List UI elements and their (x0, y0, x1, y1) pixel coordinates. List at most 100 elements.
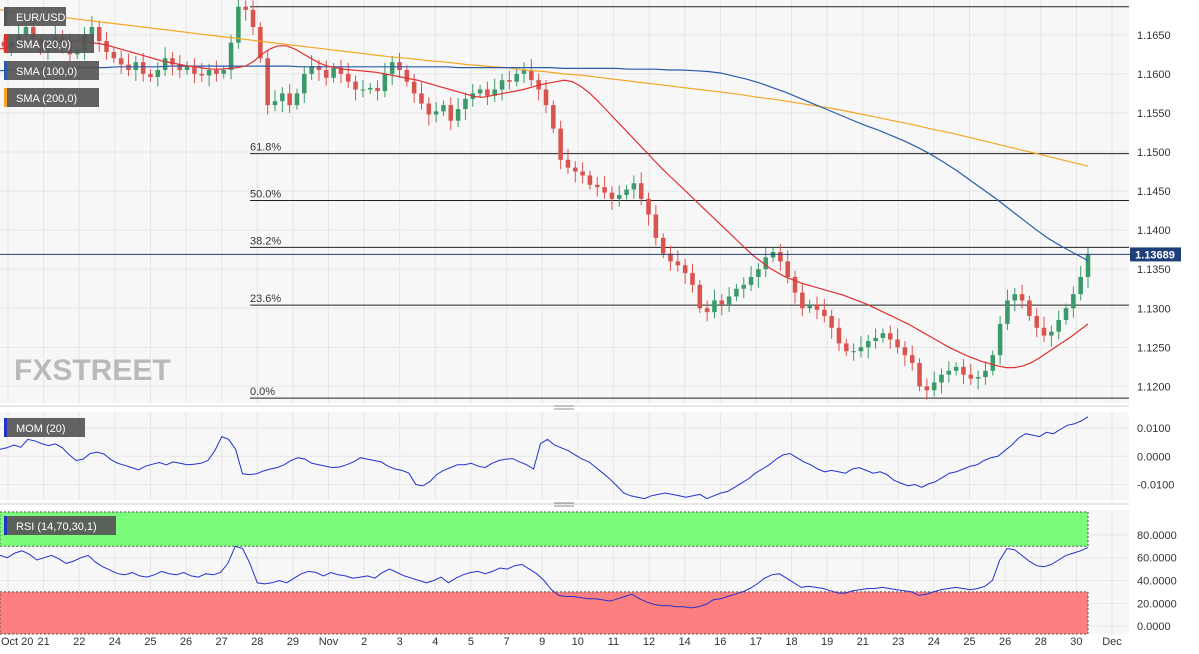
candle-body (411, 81, 417, 94)
candle-body (214, 69, 219, 74)
candle-body (800, 292, 805, 309)
candle-body (316, 66, 322, 70)
candle-body (433, 111, 439, 115)
x-tick-label: 26 (180, 636, 192, 648)
candle-body (367, 87, 373, 90)
candle-body (287, 93, 292, 106)
y-tick-label: 1.1550 (1137, 108, 1171, 120)
candle-body (1012, 294, 1018, 301)
sma-200-line (0, 9, 1089, 167)
candle-body (448, 105, 454, 121)
candle-body (221, 69, 227, 74)
candle-body (712, 300, 717, 313)
momentum-line (0, 416, 1089, 500)
x-tick-label: 12 (643, 636, 655, 648)
candle-body (118, 58, 124, 65)
candle-body (543, 89, 549, 106)
candle-body (573, 167, 578, 172)
legend-box (4, 34, 94, 53)
svg-text:MOM (20): MOM (20) (16, 423, 66, 435)
rsi-oversold-zone (0, 591, 1089, 635)
x-tick-label: 17 (750, 636, 762, 648)
candle-body (529, 69, 534, 81)
candle-body (1063, 308, 1069, 320)
x-tick-label: 2 (361, 636, 367, 648)
candle-body (1027, 300, 1032, 317)
candle-body (565, 159, 571, 168)
candle-body (338, 67, 344, 74)
candle-body (426, 103, 432, 115)
sma-20-line (0, 40, 1089, 369)
legend-label: SMA (100,0) (16, 66, 77, 78)
x-tick-label: 21 (37, 636, 49, 648)
x-tick-label: 4 (432, 636, 438, 648)
x-tick-label: Nov (319, 636, 339, 648)
candle-body (638, 183, 644, 199)
candle-body (265, 58, 270, 106)
y-tick-label: 1.1400 (1137, 225, 1171, 237)
candle-body (851, 351, 856, 353)
candle-body (206, 69, 212, 76)
fib-level-label: 38.2% (250, 235, 281, 247)
legend-box (4, 88, 99, 107)
candle-body (814, 304, 820, 310)
rsi-line (0, 545, 1089, 609)
candle-body (983, 370, 988, 377)
date-x-axis: Oct 20 21 22 24 25 26 27 28 29 Nov 2 3 4 5 7 9 10 11 12 14 1… (1, 636, 1122, 648)
x-tick-label: 22 (73, 636, 85, 648)
candle-body (653, 214, 659, 238)
x-tick-label: 24 (928, 636, 940, 648)
candle-body (917, 362, 922, 387)
candle-body (104, 41, 109, 52)
momentum-legend: MOM (20) (4, 418, 85, 437)
panel-splitter[interactable] (0, 405, 1129, 410)
candle-body (31, 27, 36, 39)
candle-body (404, 69, 410, 82)
svg-text:FXSTREET: FXSTREET (14, 354, 171, 387)
candle-body (624, 189, 629, 195)
candle-body (822, 309, 827, 317)
svg-text:1.13689: 1.13689 (1135, 249, 1175, 261)
candle-body (748, 277, 754, 285)
candle-body (682, 265, 688, 274)
legend-swatch (4, 34, 7, 53)
candle-body (807, 304, 812, 309)
y-tick-label: 1.1600 (1137, 69, 1171, 81)
x-tick-label: 24 (109, 636, 121, 648)
candle-body (836, 327, 842, 344)
candle-body (192, 66, 197, 74)
x-tick-label: 23 (892, 636, 904, 648)
candle-body (111, 52, 117, 59)
sma-100-line (0, 65, 1089, 262)
candle-body (690, 273, 695, 285)
candle-body (609, 192, 615, 199)
candle-body (1071, 294, 1076, 309)
candle-body (514, 73, 519, 82)
candle-body (763, 257, 769, 270)
candle-body (294, 93, 300, 106)
y-tick-label: 1.1450 (1137, 186, 1171, 198)
legend-swatch (4, 7, 7, 26)
fib-level-label: 0.0% (250, 386, 275, 398)
candle-body (778, 252, 783, 262)
candle-body (785, 261, 790, 277)
x-tick-label: 27 (216, 636, 228, 648)
candle-body (594, 184, 600, 188)
candle-body (756, 269, 761, 277)
x-tick-label: 25 (144, 636, 156, 648)
panel-splitter-2[interactable] (0, 502, 1129, 507)
rsi-overbought-zone (0, 511, 1089, 547)
y-tick-label: 1.1250 (1137, 342, 1171, 354)
y-tick-label: 0.0000 (1137, 451, 1171, 463)
candle-body (975, 377, 981, 379)
candle-body (990, 355, 996, 371)
candle-body (507, 80, 512, 82)
candle-body (865, 341, 871, 348)
candle-body (895, 339, 900, 348)
candle-body (23, 27, 29, 35)
candle-body (997, 323, 1003, 356)
rsi-legend: RSI (14,70,30,1) (4, 516, 116, 535)
candle-body (902, 347, 908, 356)
x-tick-label: 16 (714, 636, 726, 648)
y-tick-label: 0.0100 (1137, 423, 1171, 435)
